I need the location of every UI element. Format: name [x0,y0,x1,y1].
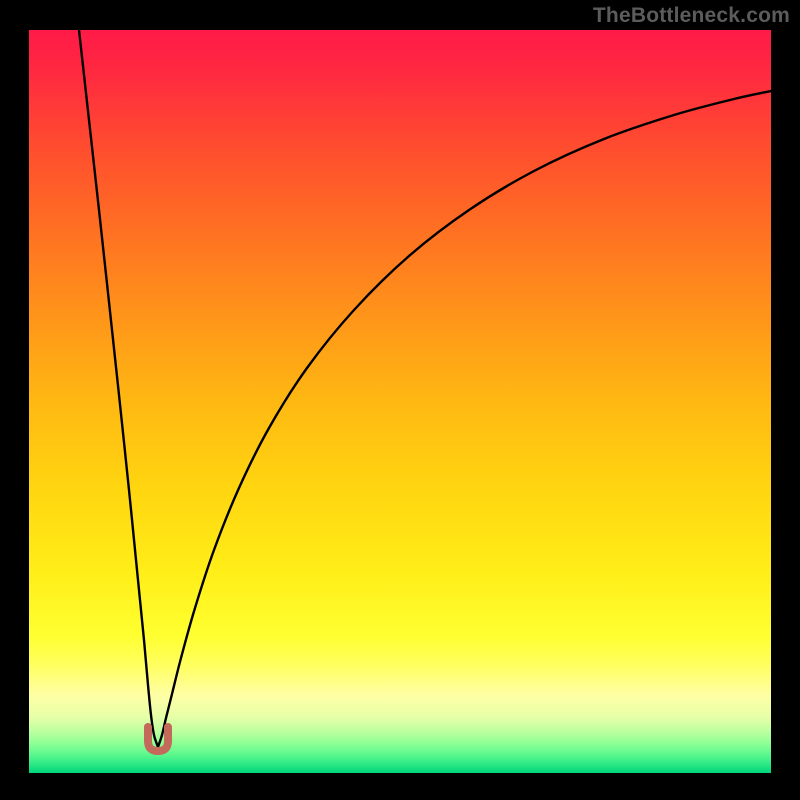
figure-root: TheBottleneck.com [0,0,800,800]
bottleneck-curve-layer [29,30,771,773]
plot-outer-border [13,30,787,789]
bottleneck-curve-right-arm [158,91,771,747]
plot-area [29,30,771,773]
bottleneck-curve-left-arm [79,30,158,747]
watermark-label: TheBottleneck.com [593,4,790,28]
bottleneck-marker-u [148,727,168,751]
